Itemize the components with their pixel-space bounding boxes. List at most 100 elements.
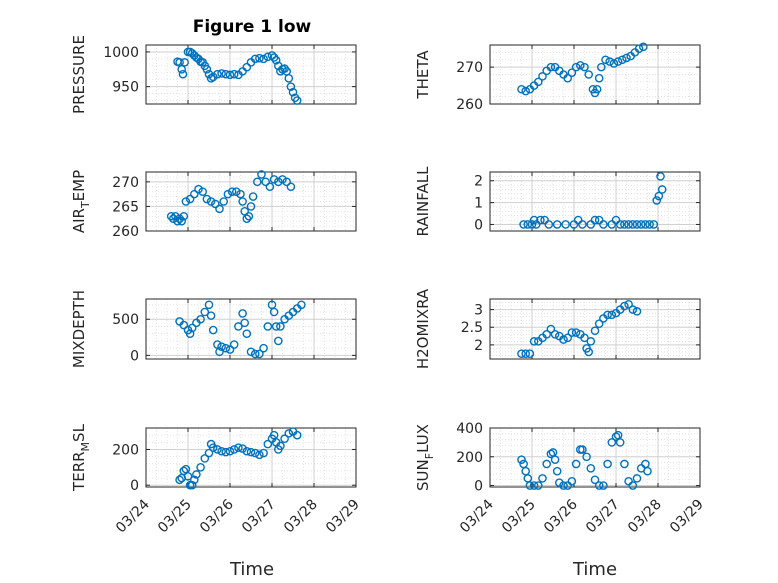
data-point: [624, 220, 633, 229]
data-point: [517, 349, 526, 359]
data-point: [628, 305, 638, 314]
y-axis-label: RAINFALL: [414, 166, 432, 237]
y-axis-label: THETA: [414, 50, 432, 100]
data-point: [213, 445, 222, 454]
data-point: [615, 220, 625, 229]
data-point: [552, 466, 562, 476]
data-point: [586, 337, 596, 346]
data-point: [208, 325, 218, 335]
data-point: [242, 329, 252, 338]
x-axis-label-left: Time: [229, 559, 274, 580]
axes-box: [145, 171, 357, 232]
data-point: [601, 55, 610, 65]
data-point: [273, 336, 283, 346]
data-point: [276, 322, 285, 331]
data-point: [559, 481, 568, 490]
data-point: [538, 474, 547, 483]
data-point: [590, 475, 600, 485]
x-tick-label: 03/25: [499, 497, 539, 537]
subplot-rainfall: 0 1 2 RAINFALL: [414, 166, 701, 237]
data-point: [536, 215, 545, 225]
data-point: [263, 322, 273, 331]
y-tick-label: 260: [456, 97, 483, 113]
data-point: [628, 220, 638, 229]
axes-box: [145, 427, 357, 488]
data-point: [563, 333, 573, 343]
data-point: [259, 343, 268, 353]
data-point: [527, 220, 537, 229]
data-point: [586, 463, 596, 473]
data-point: [605, 57, 615, 66]
data-point: [628, 481, 638, 490]
data-point: [250, 448, 260, 458]
data-point: [521, 86, 531, 96]
data-point: [179, 320, 189, 330]
data-point: [580, 333, 589, 343]
data-point: [250, 349, 260, 359]
y-tick-label: 200: [112, 442, 139, 458]
data-point: [242, 214, 252, 224]
data-point: [246, 202, 256, 211]
data-point: [546, 324, 556, 334]
data-point: [571, 62, 581, 72]
y-tick-label: 0: [130, 348, 139, 364]
data-point: [217, 342, 226, 352]
data-point: [607, 438, 617, 447]
data-point: [178, 69, 188, 79]
y-tick-label: 2.5: [461, 320, 483, 336]
data-point: [282, 177, 292, 187]
data-point: [263, 52, 273, 62]
data-point: [263, 439, 273, 449]
axes-box: [489, 427, 701, 488]
data-point: [202, 194, 212, 204]
data-point: [185, 194, 195, 204]
data-point: [200, 454, 210, 463]
data-point: [255, 53, 264, 63]
data-point: [563, 73, 573, 83]
x-tick-label: 03/26: [197, 496, 237, 536]
y-tick-label: 3: [474, 303, 483, 319]
data-point: [177, 64, 186, 74]
data-point: [189, 189, 199, 199]
y-axis-label: MIXDEPTH: [70, 290, 88, 368]
x-axis-label-right: Time: [572, 559, 617, 580]
y-tick-label: 265: [112, 199, 139, 215]
data-point: [189, 475, 199, 485]
subplot-air-temp: 260 265 270 AIRTEMP: [70, 170, 357, 240]
y-axis-label: H2OMIXRA: [414, 288, 432, 369]
data-point: [636, 220, 646, 229]
data-point: [223, 189, 233, 199]
data-point: [632, 220, 642, 229]
data-point: [571, 459, 581, 469]
data-point: [590, 215, 600, 225]
data-point: [618, 55, 627, 65]
data-point: [177, 216, 186, 226]
data-point: [292, 96, 302, 105]
y-tick-label: 950: [112, 80, 139, 96]
data-point: [204, 300, 214, 310]
x-tick-label: 03/26: [541, 496, 581, 536]
data-point: [632, 307, 642, 316]
data-point: [171, 211, 180, 221]
data-point: [185, 329, 195, 338]
data-point: [192, 470, 201, 479]
data-point: [273, 177, 283, 187]
y-tick-label: 0: [474, 217, 483, 233]
data-point: [250, 54, 260, 64]
x-tick-label: 03/29: [323, 497, 363, 537]
subplot-theta: 260 270 THETA: [414, 42, 701, 113]
data-point: [645, 220, 654, 229]
data-point: [221, 343, 231, 353]
data-point: [609, 59, 619, 68]
data-point: [217, 446, 226, 456]
data-point: [221, 69, 231, 79]
data-point: [632, 474, 642, 483]
data-point: [649, 220, 659, 229]
data-point: [269, 175, 279, 184]
data-point: [578, 220, 587, 229]
y-tick-label: 0: [130, 478, 139, 494]
data-point: [269, 307, 279, 317]
data-point: [194, 184, 203, 194]
data-point: [624, 299, 633, 309]
axes-box: [489, 171, 701, 232]
